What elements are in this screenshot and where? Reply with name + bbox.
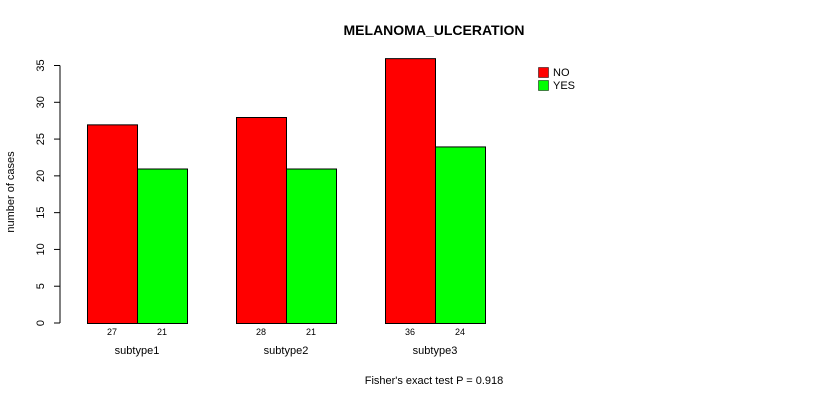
- bars-group: 27 21 28 21 36 24: [87, 58, 486, 337]
- category-label-subtype1: subtype1: [115, 345, 160, 357]
- legend-label-yes: YES: [553, 80, 575, 92]
- y-tick-label: 5: [35, 283, 47, 289]
- count-label-subtype1-no: 27: [107, 327, 117, 337]
- y-tick-label: 30: [35, 96, 47, 108]
- count-label-subtype2-yes: 21: [306, 327, 316, 337]
- bar-subtype2-no: [236, 117, 287, 324]
- bar-subtype3-yes: [435, 146, 486, 324]
- category-label-subtype3: subtype3: [413, 345, 458, 357]
- category-labels: subtype1 subtype2 subtype3: [115, 345, 458, 357]
- fisher-test-footnote: Fisher's exact test P = 0.918: [365, 375, 504, 387]
- y-tick-label: 20: [35, 170, 47, 182]
- legend-swatch-no: [538, 67, 549, 78]
- bar-subtype1-no: [87, 124, 138, 325]
- category-label-subtype2: subtype2: [264, 345, 309, 357]
- count-label-subtype3-no: 36: [405, 327, 415, 337]
- count-label-subtype3-yes: 24: [455, 327, 465, 337]
- y-axis-title: number of cases: [5, 151, 17, 233]
- y-tick-label: 15: [35, 207, 47, 219]
- y-axis: 0 5 10 15 20 25 30 35: [35, 59, 61, 326]
- legend-swatch-yes: [538, 80, 549, 91]
- y-tick-label: 25: [35, 133, 47, 145]
- legend-label-no: NO: [553, 67, 570, 79]
- count-label-subtype1-yes: 21: [157, 327, 167, 337]
- bar-subtype3-no: [385, 58, 436, 324]
- chart-title: MELANOMA_ULCERATION: [344, 22, 525, 38]
- count-label-subtype2-no: 28: [256, 327, 266, 337]
- bar-subtype2-yes: [286, 168, 337, 324]
- y-tick-label: 35: [35, 59, 47, 71]
- bar-subtype1-yes: [137, 168, 188, 324]
- y-tick-label: 10: [35, 243, 47, 255]
- y-tick-label: 0: [35, 320, 47, 326]
